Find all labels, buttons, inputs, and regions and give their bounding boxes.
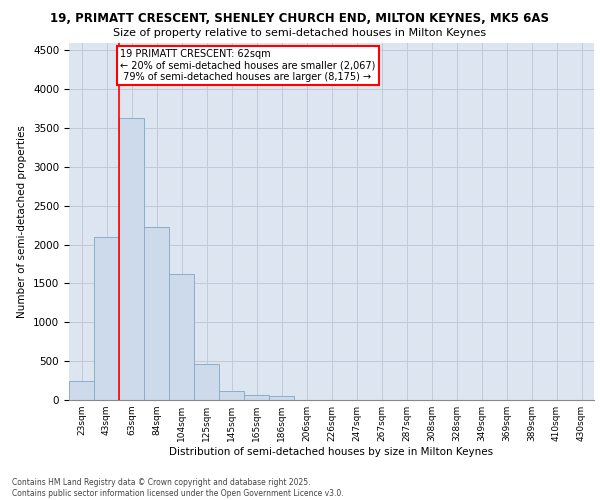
Text: 19 PRIMATT CRESCENT: 62sqm
← 20% of semi-detached houses are smaller (2,067)
 79: 19 PRIMATT CRESCENT: 62sqm ← 20% of semi… — [120, 48, 376, 82]
Text: Size of property relative to semi-detached houses in Milton Keynes: Size of property relative to semi-detach… — [113, 28, 487, 38]
Bar — [244, 396, 269, 400]
Bar — [269, 396, 294, 400]
Y-axis label: Number of semi-detached properties: Number of semi-detached properties — [17, 125, 28, 318]
Text: Contains HM Land Registry data © Crown copyright and database right 2025.
Contai: Contains HM Land Registry data © Crown c… — [12, 478, 344, 498]
Text: 19, PRIMATT CRESCENT, SHENLEY CHURCH END, MILTON KEYNES, MK5 6AS: 19, PRIMATT CRESCENT, SHENLEY CHURCH END… — [50, 12, 550, 26]
X-axis label: Distribution of semi-detached houses by size in Milton Keynes: Distribution of semi-detached houses by … — [169, 447, 494, 457]
Bar — [69, 380, 94, 400]
Bar — [144, 227, 169, 400]
Bar — [119, 118, 144, 400]
Bar — [94, 237, 119, 400]
Bar — [219, 392, 244, 400]
Bar — [169, 274, 194, 400]
Bar — [194, 364, 219, 400]
